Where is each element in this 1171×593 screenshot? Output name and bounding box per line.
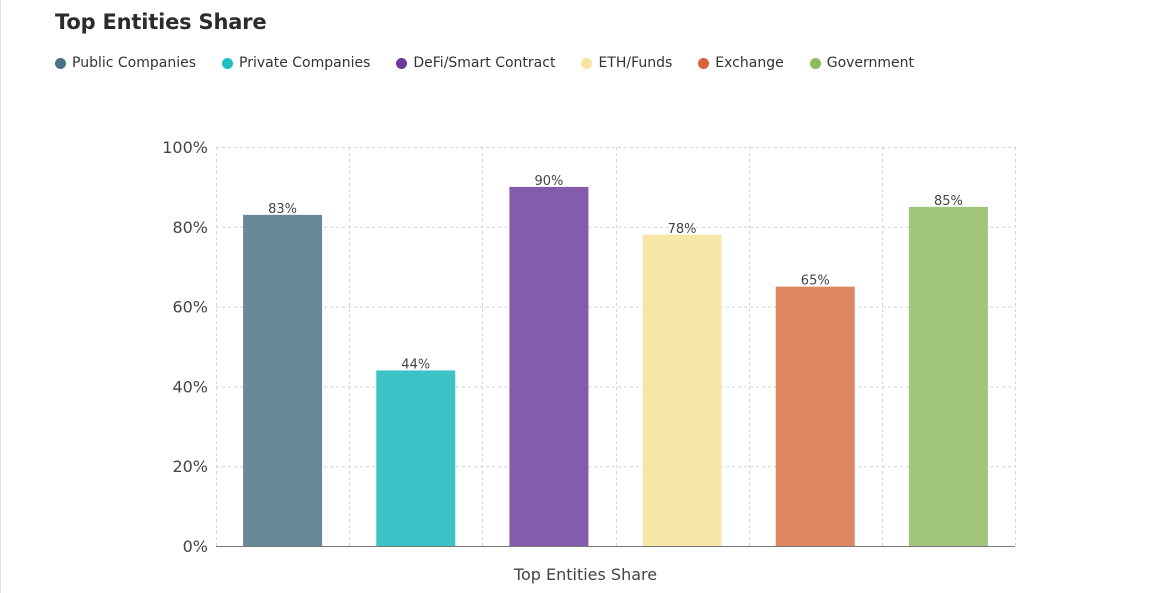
legend-dot-icon bbox=[222, 57, 233, 69]
x-axis-label: Top Entities Share bbox=[513, 565, 657, 584]
bar-value-label: 44% bbox=[401, 357, 430, 372]
legend-label: Private Companies bbox=[239, 55, 371, 71]
bar-value-label: 78% bbox=[668, 222, 697, 237]
bar bbox=[908, 206, 988, 546]
bar bbox=[243, 214, 323, 546]
legend-label: Public Companies bbox=[72, 55, 196, 71]
y-tick-label: 40% bbox=[172, 377, 208, 396]
legend-dot-icon bbox=[396, 57, 408, 69]
bar-value-label: 83% bbox=[268, 202, 297, 217]
legend-label: ETH/Funds bbox=[598, 55, 673, 71]
legend-item-defi-smart-contract[interactable]: DeFi/Smart Contract bbox=[396, 55, 555, 71]
bar-value-label: 65% bbox=[801, 274, 830, 289]
legend-item-government[interactable]: Government bbox=[809, 55, 915, 71]
y-tick-label: 20% bbox=[172, 457, 208, 476]
frame-border bbox=[0, 0, 1, 593]
bar-value-label: 90% bbox=[534, 174, 563, 189]
legend-item-public-companies[interactable]: Public Companies bbox=[55, 55, 196, 71]
legend-label: DeFi/Smart Contract bbox=[413, 55, 556, 71]
bar bbox=[775, 286, 855, 546]
legend-dot-icon bbox=[809, 57, 821, 69]
bar bbox=[642, 234, 722, 546]
legend-item-eth-funds[interactable]: ETH/Funds bbox=[581, 55, 672, 71]
legend-label: Government bbox=[826, 55, 915, 71]
y-tick-label: 100% bbox=[162, 138, 208, 157]
bar-value-label: 85% bbox=[934, 194, 963, 209]
bar bbox=[509, 186, 589, 546]
legend-label: Exchange bbox=[715, 55, 784, 71]
legend-dot-icon bbox=[55, 57, 66, 69]
bar bbox=[376, 370, 456, 546]
legend-dot-icon bbox=[698, 57, 710, 69]
legend-item-private-companies[interactable]: Private Companies bbox=[222, 55, 370, 71]
y-tick-label: 0% bbox=[183, 537, 208, 556]
chart-title: Top Entities Share bbox=[55, 10, 267, 34]
y-tick-label: 80% bbox=[172, 218, 208, 237]
legend-dot-icon bbox=[581, 57, 593, 69]
y-tick-label: 60% bbox=[172, 298, 208, 317]
legend-item-exchange[interactable]: Exchange bbox=[698, 55, 784, 71]
legend: Public Companies Private Companies DeFi/… bbox=[55, 53, 940, 73]
